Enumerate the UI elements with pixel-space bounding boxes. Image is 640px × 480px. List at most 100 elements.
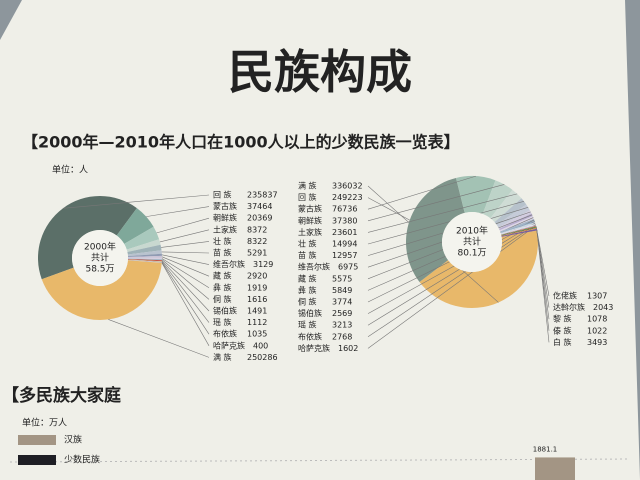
legend-label: 壮 族 bbox=[298, 239, 317, 249]
pie-slice bbox=[500, 219, 535, 233]
pie-slice bbox=[127, 259, 162, 263]
leader-line bbox=[161, 258, 210, 289]
value-label: 235837 bbox=[247, 191, 278, 200]
pie-slice bbox=[501, 228, 537, 236]
pie-slice bbox=[500, 223, 536, 235]
legend-label: 达斡尔族 bbox=[553, 302, 585, 312]
legend-label: 侗 族 bbox=[213, 294, 232, 304]
leader-line bbox=[62, 194, 210, 209]
pie-slice bbox=[501, 227, 537, 236]
value-label: 1616 bbox=[247, 295, 267, 304]
legend-label: 锡伯族 bbox=[213, 306, 237, 316]
leader-line bbox=[536, 229, 550, 343]
pie-slice bbox=[127, 244, 162, 255]
value-label: 37464 bbox=[247, 202, 272, 211]
pie-slice bbox=[500, 220, 535, 233]
unit: 单位：人 bbox=[52, 164, 88, 176]
leader-line bbox=[161, 256, 210, 277]
pie-slice bbox=[482, 180, 513, 219]
pie-slice bbox=[501, 225, 537, 235]
legend-label: 土家族 bbox=[213, 224, 237, 234]
value-label: 37380 bbox=[332, 216, 357, 225]
leader-line bbox=[161, 262, 210, 346]
pie-slice bbox=[127, 259, 162, 262]
legend-label: 满 族 bbox=[213, 352, 232, 362]
value-label: 5291 bbox=[247, 249, 267, 258]
unit: 单位：万人 bbox=[22, 417, 67, 429]
legend-label: 彝 族 bbox=[213, 282, 232, 292]
leader-line bbox=[367, 221, 535, 314]
value-label: 5849 bbox=[332, 286, 352, 295]
value-label: 23601 bbox=[332, 228, 357, 237]
pie-slice bbox=[500, 222, 536, 234]
leader-line bbox=[159, 229, 210, 243]
pie-slice bbox=[127, 260, 162, 263]
value-label: 12957 bbox=[332, 251, 357, 260]
pie-slice bbox=[127, 255, 162, 258]
legend-label: 蒙古族 bbox=[213, 201, 237, 211]
donut-hole bbox=[442, 212, 502, 272]
leader-line bbox=[367, 225, 537, 349]
value-label: 1112 bbox=[247, 318, 267, 327]
value-label: 14994 bbox=[332, 240, 357, 249]
pie-slice bbox=[496, 204, 530, 228]
legend-label: 布依族 bbox=[213, 329, 237, 339]
pie-slice bbox=[124, 226, 160, 250]
legend-label: 蒙古族 bbox=[298, 204, 322, 214]
leader-line bbox=[367, 175, 476, 210]
legend-label: 维吾尔族 bbox=[213, 259, 245, 269]
legend-label: 藏 族 bbox=[213, 271, 232, 281]
leader-line bbox=[161, 254, 210, 265]
legend-label: 藏 族 bbox=[298, 273, 317, 283]
leader-line bbox=[161, 261, 210, 323]
legend-label: 傣 族 bbox=[553, 325, 572, 335]
leader-line bbox=[161, 260, 210, 312]
pie-slice bbox=[501, 226, 537, 236]
value-label: 3213 bbox=[332, 321, 352, 330]
leader-line bbox=[146, 206, 210, 217]
legend-label: 回 族 bbox=[213, 190, 232, 200]
legend-label: 哈萨克族 bbox=[298, 343, 330, 353]
value-label: 1602 bbox=[338, 344, 358, 353]
value-label: 2569 bbox=[332, 309, 352, 318]
axis-line bbox=[9, 458, 631, 463]
legend-label: 少数民族 bbox=[64, 454, 100, 466]
value-label: 3129 bbox=[253, 260, 273, 269]
legend-label: 哈萨克族 bbox=[213, 340, 245, 350]
legend-swatch bbox=[18, 455, 56, 465]
value-label: 2768 bbox=[332, 332, 352, 341]
pie-slice bbox=[127, 250, 162, 257]
center-label: 80.1万 bbox=[457, 249, 486, 259]
legend-label: 苗 族 bbox=[298, 250, 317, 260]
pie-slice bbox=[501, 225, 537, 236]
legend-label: 彝 族 bbox=[298, 285, 317, 295]
pie-slice bbox=[406, 177, 465, 282]
legend-label: 瑶 族 bbox=[298, 320, 317, 330]
value-label: 400 bbox=[253, 341, 268, 350]
value-label: 5575 bbox=[332, 274, 352, 283]
pie-slice bbox=[127, 257, 162, 260]
value-label: 76736 bbox=[332, 205, 357, 214]
legend-label: 侗 族 bbox=[298, 297, 317, 307]
legend-label: 朝鲜族 bbox=[213, 213, 237, 223]
leader-line bbox=[367, 184, 505, 222]
value-label: 8322 bbox=[247, 237, 267, 246]
pie-slice bbox=[126, 239, 161, 252]
value-label: 1307 bbox=[587, 292, 607, 301]
value-label: 3774 bbox=[332, 298, 352, 307]
legend-swatch bbox=[18, 435, 56, 445]
legend-label: 布依族 bbox=[298, 331, 322, 341]
section-title: 【2000年—2010年人口在1000人以上的少数民族一览表】 bbox=[22, 133, 460, 152]
leader-line bbox=[367, 222, 536, 326]
donut-hole bbox=[72, 230, 128, 286]
pie-slice bbox=[501, 228, 537, 237]
value-label: 2920 bbox=[247, 272, 267, 281]
leader-line bbox=[161, 241, 210, 248]
pie-slice bbox=[127, 253, 162, 258]
leader-line bbox=[161, 262, 210, 335]
legend-label: 壮 族 bbox=[213, 236, 232, 246]
value-label: 1919 bbox=[247, 283, 267, 292]
legend-label: 汉族 bbox=[64, 434, 82, 446]
